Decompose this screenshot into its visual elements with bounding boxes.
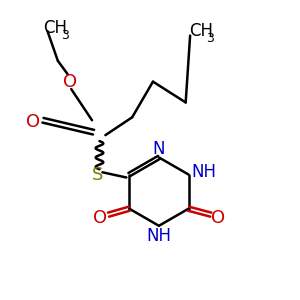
Text: CH: CH: [189, 22, 213, 40]
Text: O: O: [211, 208, 225, 226]
Text: CH: CH: [43, 19, 67, 37]
Text: S: S: [92, 166, 104, 184]
Text: O: O: [92, 208, 107, 226]
Text: 3: 3: [206, 32, 214, 45]
Text: N: N: [153, 140, 165, 158]
Text: NH: NH: [146, 227, 171, 245]
Text: NH: NH: [191, 163, 216, 181]
Text: O: O: [63, 73, 77, 91]
Text: 3: 3: [61, 29, 69, 42]
Text: O: O: [26, 113, 40, 131]
